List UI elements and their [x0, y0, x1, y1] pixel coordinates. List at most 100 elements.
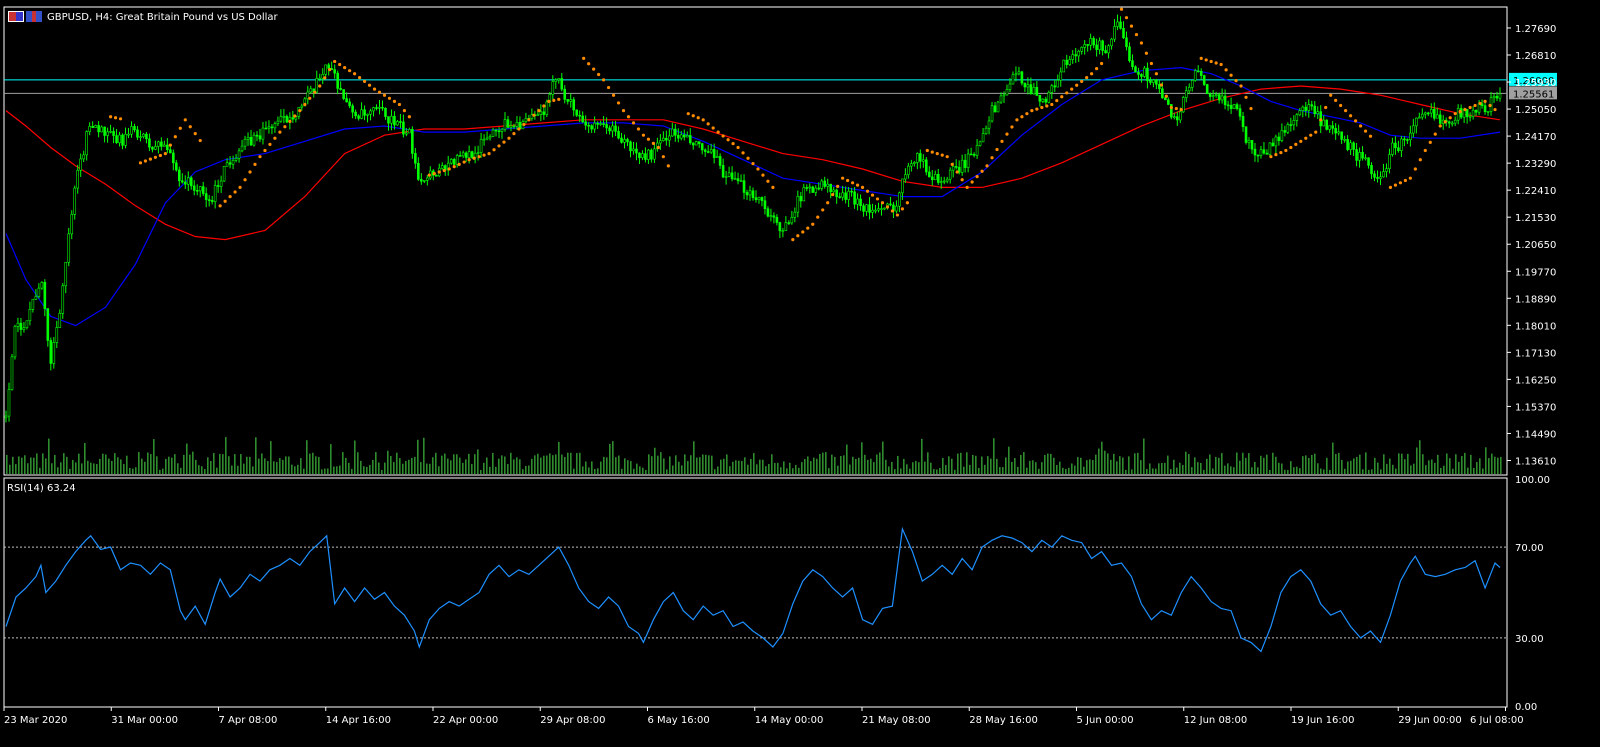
volume-bar [606, 457, 608, 474]
candle-body [183, 181, 187, 185]
volume-bar [1086, 460, 1088, 474]
volume-bar [858, 457, 860, 474]
volume-bar [702, 454, 704, 474]
sar-dot [487, 152, 491, 156]
candle-body [1465, 109, 1469, 117]
candle-body [844, 192, 847, 200]
volume-bar [30, 457, 32, 474]
candle-body [467, 151, 471, 158]
volume-bar [240, 454, 242, 474]
sar-dot [367, 83, 372, 87]
volume-bar [780, 467, 782, 474]
volume-bar [1041, 462, 1043, 474]
candle-body [674, 128, 677, 136]
candle-body [901, 178, 904, 194]
volume-bar [1065, 468, 1067, 474]
volume-bar [993, 438, 995, 474]
sar-dot [641, 133, 646, 137]
volume-bar [1476, 461, 1478, 474]
candle-body [1038, 95, 1042, 102]
volume-bar [816, 458, 818, 474]
price-tick-label: 1.18890 [1515, 294, 1556, 305]
candle-body [1400, 138, 1403, 151]
volume-bar [1089, 459, 1091, 474]
volume-bar [495, 466, 497, 474]
candle-body [1274, 136, 1278, 147]
volume-bar [1425, 465, 1427, 474]
candle-body [291, 117, 295, 120]
sar-dot [338, 62, 342, 67]
volume-bar [1470, 454, 1472, 474]
sar-dot [457, 162, 461, 166]
volume-bar [1101, 441, 1103, 474]
candle-body [109, 131, 112, 133]
sar-dot [736, 145, 740, 150]
candle-body [620, 137, 623, 143]
candle-body [936, 174, 940, 183]
candle-body [40, 282, 44, 289]
sar-dot [895, 213, 900, 217]
candle-body [1241, 115, 1245, 128]
volume-bar [540, 457, 542, 474]
sar-dot [865, 189, 870, 193]
sar-dot [432, 171, 436, 176]
volume-bar [243, 463, 245, 474]
candle-body [1077, 51, 1080, 57]
volume-bar [246, 456, 248, 474]
sar-dot [318, 84, 322, 88]
candle-body [1170, 104, 1173, 118]
volume-bar [591, 461, 593, 474]
sar-dot [831, 192, 835, 197]
volume-bar [552, 455, 554, 474]
candle-body [118, 134, 121, 144]
candle-body [1289, 124, 1293, 126]
sar-dot [153, 155, 157, 159]
volume-bar [984, 464, 986, 474]
volume-bar [1329, 469, 1331, 474]
sar-dot [233, 190, 237, 194]
volume-bar [174, 454, 176, 474]
candle-body [590, 125, 593, 130]
candle-body [58, 313, 62, 328]
candle-body [136, 129, 139, 138]
candle-body [1343, 139, 1346, 141]
volume-bar [66, 456, 68, 474]
volume-bar [1080, 457, 1082, 474]
candle-body [1364, 157, 1367, 160]
volume-bar [1230, 466, 1232, 474]
sar-dot [1139, 41, 1144, 45]
volume-bar [183, 454, 185, 474]
volume-bar [12, 456, 14, 474]
candle-body [727, 172, 731, 177]
volume-bar [981, 456, 983, 474]
candle-body [396, 121, 399, 126]
candle-body [1307, 104, 1311, 111]
candle-body [650, 149, 653, 160]
sar-dot [716, 130, 720, 134]
volume-bar [1305, 455, 1307, 474]
sar-dot [1473, 103, 1477, 108]
candle-body [1196, 70, 1200, 73]
volume-bar [510, 452, 512, 474]
volume-bar [651, 456, 653, 474]
volume-bar [354, 440, 356, 474]
sar-dot [1483, 99, 1487, 103]
volume-bar [1134, 453, 1136, 474]
volume-bar [1392, 464, 1394, 474]
candle-body [1238, 108, 1242, 117]
sar-dot [860, 185, 865, 189]
volume-bar [1044, 455, 1046, 474]
sar-dot [333, 59, 337, 64]
candle-body [1438, 114, 1442, 124]
volume-bar [1113, 453, 1115, 474]
volume-bar [600, 461, 602, 474]
volume-bar [345, 457, 347, 474]
volume-bar [1350, 460, 1352, 474]
volume-bar [1332, 442, 1334, 474]
candle-body [79, 158, 82, 171]
volume-bar [516, 457, 518, 474]
candle-body [1184, 90, 1188, 98]
candle-body [1211, 95, 1215, 97]
volume-bar [597, 468, 599, 474]
volume-bar [729, 466, 731, 474]
